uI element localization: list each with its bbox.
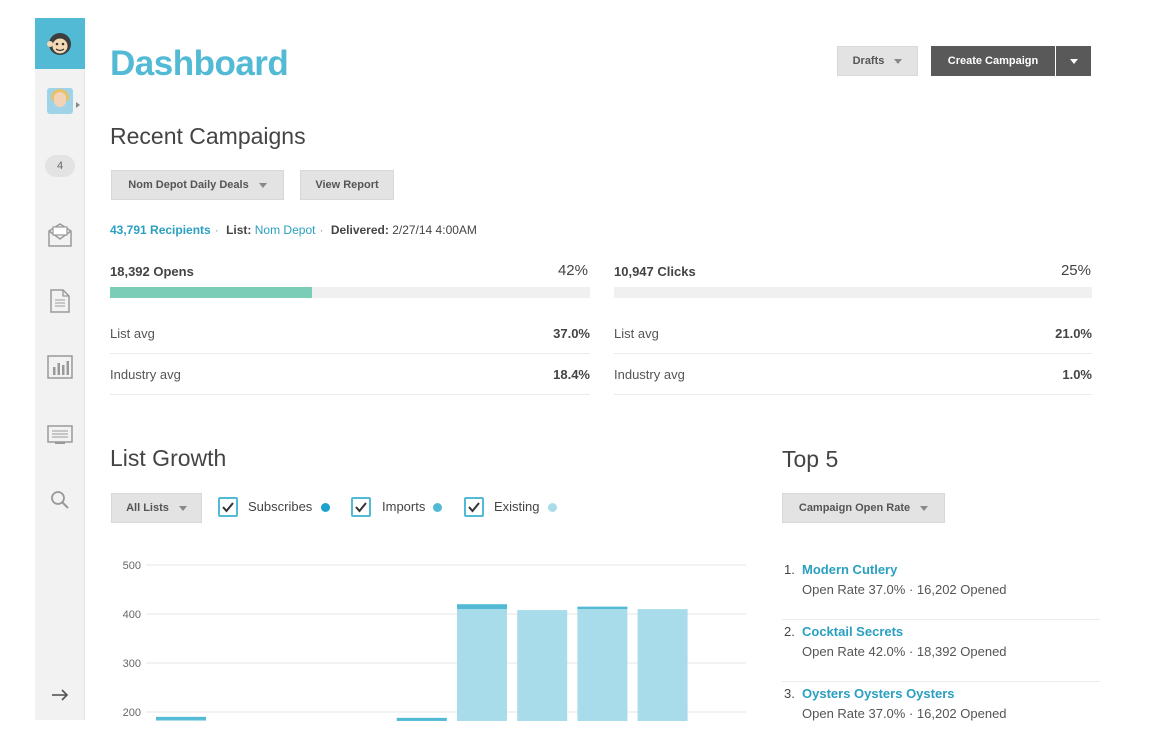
list-avg-label: List avg bbox=[614, 325, 659, 341]
recipients-count: 43,791 Recipients bbox=[110, 223, 211, 237]
list-avg-value: 21.0% bbox=[1055, 325, 1092, 341]
drafts-label: Drafts bbox=[852, 55, 885, 67]
templates-document-icon[interactable] bbox=[35, 288, 85, 314]
campaign-stats: Open Rate 42.0% · 18,392 Opened bbox=[802, 644, 1007, 659]
freddie-logo-icon[interactable] bbox=[35, 18, 85, 69]
imports-checkbox[interactable] bbox=[351, 497, 371, 517]
chevron-down-icon bbox=[920, 505, 929, 511]
list-avg-value: 37.0% bbox=[553, 325, 590, 341]
arrow-right-icon[interactable] bbox=[35, 688, 85, 702]
industry-avg-label: Industry avg bbox=[110, 366, 181, 382]
avatar[interactable] bbox=[35, 88, 85, 114]
rank-number: 2. bbox=[784, 624, 795, 639]
rank-number: 3. bbox=[784, 686, 795, 701]
sidebar: 4 bbox=[35, 18, 85, 720]
list-item: 1. Modern Cutlery Open Rate 37.0% · 16,2… bbox=[782, 558, 1100, 620]
list-avg-label: List avg bbox=[110, 325, 155, 341]
checkmark-icon bbox=[468, 502, 480, 513]
opens-label: 18,392 Opens bbox=[110, 264, 194, 279]
campaign-select[interactable]: Nom Depot Daily Deals bbox=[111, 170, 284, 200]
chevron-down-icon bbox=[258, 182, 267, 188]
recent-campaigns-title: Recent Campaigns bbox=[110, 123, 306, 149]
bar-imports bbox=[156, 716, 206, 720]
subscribes-label: Subscribes bbox=[248, 499, 313, 514]
bar-existing bbox=[517, 610, 568, 721]
opens-list-avg-row: List avg 37.0% bbox=[110, 313, 590, 354]
rank-number: 1. bbox=[784, 562, 795, 577]
list-item: 3. Oysters Oysters Oysters Open Rate 37.… bbox=[782, 682, 1100, 737]
campaign-stats: Open Rate 37.0% · 16,202 Opened bbox=[802, 582, 1007, 597]
chevron-down-icon bbox=[1069, 58, 1078, 64]
y-tick-label: 500 bbox=[123, 560, 141, 572]
campaign-summary: 43,791 Recipients · List: Nom Depot · Deli… bbox=[110, 223, 477, 237]
notification-badge[interactable]: 4 bbox=[35, 155, 85, 177]
subscribes-checkbox[interactable] bbox=[218, 497, 238, 517]
campaign-stats: Open Rate 37.0% · 16,202 Opened bbox=[802, 706, 1007, 721]
drafts-button[interactable]: Drafts bbox=[837, 46, 918, 76]
checkmark-icon bbox=[355, 502, 367, 513]
list-item: 2. Cocktail Secrets Open Rate 42.0% · 18… bbox=[782, 620, 1100, 682]
bar-imports bbox=[577, 606, 628, 610]
bar-existing bbox=[577, 609, 628, 721]
industry-avg-value: 18.4% bbox=[553, 366, 590, 382]
list-growth-chart: 200 300 400 500 bbox=[123, 560, 746, 721]
clicks-industry-avg-row: Industry avg 1.0% bbox=[614, 354, 1092, 395]
reports-chart-icon[interactable] bbox=[35, 354, 85, 380]
industry-avg-value: 1.0% bbox=[1062, 366, 1092, 382]
list-label: List: bbox=[226, 223, 252, 237]
subscribes-legend-dot bbox=[321, 503, 330, 512]
y-tick-label: 400 bbox=[123, 609, 141, 621]
opens-industry-avg-row: Industry avg 18.4% bbox=[110, 354, 590, 395]
create-campaign-menu-button[interactable] bbox=[1056, 46, 1091, 76]
view-report-button[interactable]: View Report bbox=[300, 170, 394, 200]
top5-title: Top 5 bbox=[782, 446, 839, 472]
bar-existing bbox=[637, 609, 688, 721]
chevron-down-icon bbox=[894, 58, 903, 64]
clicks-percent: 25% bbox=[1060, 262, 1091, 279]
industry-avg-label: Industry avg bbox=[614, 366, 685, 382]
delivered-value: 2/27/14 4:00AM bbox=[392, 223, 477, 237]
page-title: Dashboard bbox=[110, 44, 289, 83]
existing-legend-dot bbox=[548, 503, 557, 512]
create-campaign-button[interactable]: Create Campaign bbox=[931, 46, 1055, 76]
campaign-link[interactable]: Oysters Oysters Oysters bbox=[802, 686, 955, 701]
campaigns-envelope-icon[interactable] bbox=[35, 222, 85, 248]
delivered-label: Delivered: bbox=[330, 223, 389, 237]
all-lists-select[interactable]: All Lists bbox=[111, 493, 202, 523]
opens-progress-bar bbox=[110, 287, 590, 298]
search-icon[interactable] bbox=[35, 490, 85, 510]
lists-icon[interactable] bbox=[35, 422, 85, 446]
clicks-progress-bar bbox=[614, 287, 1092, 298]
list-growth-title: List Growth bbox=[110, 445, 227, 471]
imports-label: Imports bbox=[382, 499, 426, 514]
imports-legend-dot bbox=[433, 503, 442, 512]
existing-checkbox[interactable] bbox=[464, 497, 484, 517]
list-link[interactable]: Nom Depot bbox=[254, 223, 316, 237]
checkmark-icon bbox=[222, 502, 234, 513]
open-rate-select-label: Campaign Open Rate bbox=[798, 502, 911, 514]
clicks-list-avg-row: List avg 21.0% bbox=[614, 313, 1092, 354]
opens-percent: 42% bbox=[557, 262, 588, 279]
existing-label: Existing bbox=[494, 499, 540, 514]
y-tick-label: 300 bbox=[123, 658, 141, 670]
bar-imports bbox=[396, 717, 447, 721]
all-lists-label: All Lists bbox=[126, 502, 169, 514]
y-tick-label: 200 bbox=[123, 707, 141, 719]
clicks-label: 10,947 Clicks bbox=[614, 264, 696, 279]
campaign-select-label: Nom Depot Daily Deals bbox=[128, 179, 249, 191]
campaign-link[interactable]: Modern Cutlery bbox=[802, 562, 898, 577]
bar-existing bbox=[457, 609, 507, 721]
campaign-link[interactable]: Cocktail Secrets bbox=[802, 624, 904, 639]
campaign-open-rate-select[interactable]: Campaign Open Rate bbox=[782, 493, 945, 523]
opens-progress-fill bbox=[110, 287, 312, 298]
chevron-down-icon bbox=[178, 505, 187, 511]
bar-imports bbox=[457, 604, 507, 610]
avatar-caret-icon bbox=[76, 102, 80, 108]
